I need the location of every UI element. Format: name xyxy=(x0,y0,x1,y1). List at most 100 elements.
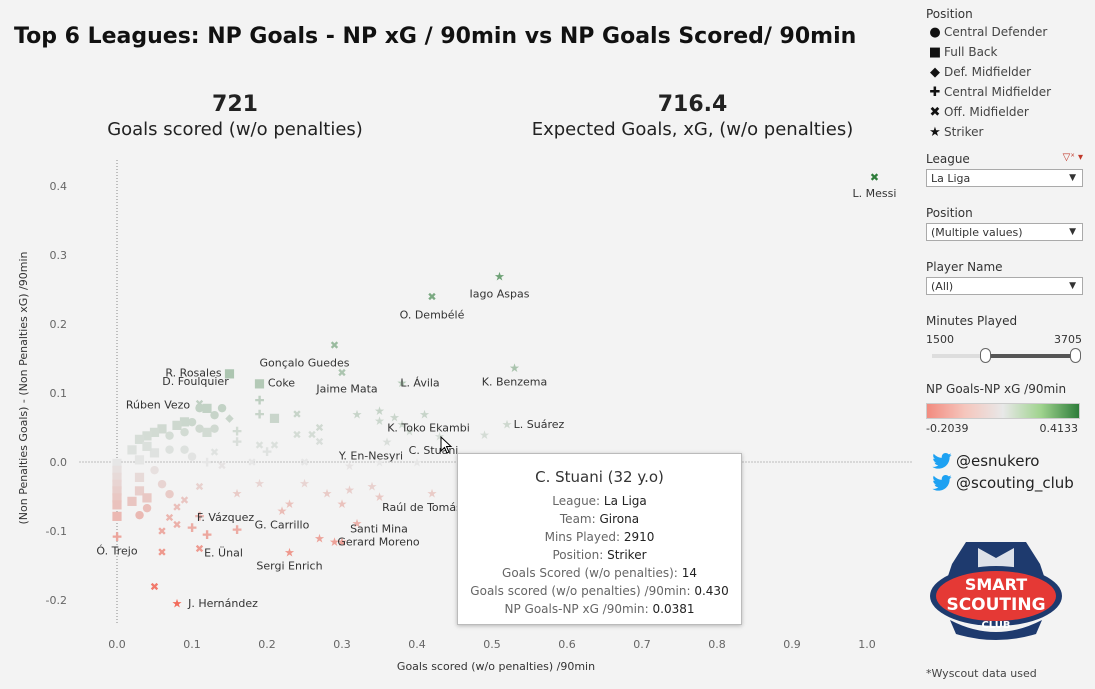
legend-item-full-back[interactable]: ■ Full Back xyxy=(926,42,1051,62)
data-point-star[interactable]: ★ xyxy=(172,596,183,610)
data-point-star[interactable]: ★ xyxy=(382,435,393,449)
data-point-star[interactable]: ★ xyxy=(277,504,288,518)
data-point-star[interactable]: ★ xyxy=(314,531,325,545)
data-point-square[interactable]: ■ xyxy=(201,400,212,414)
data-point-plus[interactable]: ✚ xyxy=(202,528,212,542)
data-point-cross[interactable]: ✖ xyxy=(195,542,204,555)
data-point-plus[interactable]: ✚ xyxy=(254,393,264,407)
data-point-square[interactable]: ■ xyxy=(149,445,160,459)
data-point-star[interactable]: ★ xyxy=(434,429,445,443)
data-point-star[interactable]: ★ xyxy=(232,487,243,501)
data-point-circle[interactable]: ● xyxy=(180,425,190,438)
data-point-cross[interactable]: ✖ xyxy=(270,439,279,452)
data-point-plus[interactable]: ✚ xyxy=(202,456,212,470)
data-point-star[interactable]: ★ xyxy=(322,487,333,501)
position-dropdown[interactable]: (Multiple values) ▼ xyxy=(926,223,1083,241)
legend-item-def-midfielder[interactable]: ◆ Def. Midfielder xyxy=(926,62,1051,82)
data-point-square[interactable]: ■ xyxy=(134,431,145,445)
data-point-star[interactable]: ★ xyxy=(329,535,340,549)
data-point-star[interactable]: ★ xyxy=(299,476,310,490)
data-point-star[interactable]: ★ xyxy=(427,487,438,501)
data-point-square[interactable]: ■ xyxy=(149,425,160,439)
data-point-cross[interactable]: ✖ xyxy=(165,511,174,524)
data-point-plus[interactable]: ✚ xyxy=(194,509,204,523)
minutes-slider[interactable] xyxy=(932,348,1081,363)
data-point-cross[interactable]: ✖ xyxy=(255,439,264,452)
data-point-square[interactable]: ■ xyxy=(111,456,122,470)
data-point-star[interactable]: ★ xyxy=(344,483,355,497)
player-name-dropdown[interactable]: (All) ▼ xyxy=(926,277,1083,295)
data-point-plus[interactable]: ✚ xyxy=(187,521,197,535)
data-point-square[interactable]: ■ xyxy=(156,421,167,435)
data-point-star[interactable]: ★ xyxy=(284,497,295,511)
data-point-star[interactable]: ★ xyxy=(367,480,378,494)
legend-item-central-defender[interactable]: ● Central Defender xyxy=(926,22,1051,42)
data-point-square[interactable]: ■ xyxy=(134,483,145,497)
data-point-cross[interactable]: ✖ xyxy=(292,429,301,442)
data-point-star[interactable]: ★ xyxy=(337,535,348,549)
data-point-circle[interactable]: ● xyxy=(210,422,220,435)
clear-filter-icon[interactable]: ▽ˣ ▾ xyxy=(1062,152,1083,163)
twitter-link[interactable]: @scouting_club xyxy=(932,472,1074,494)
data-point-circle[interactable]: ● xyxy=(180,442,190,455)
data-point-cross[interactable]: ✖ xyxy=(300,456,309,469)
data-point-cross[interactable]: ✖ xyxy=(315,435,324,448)
legend-item-off-midfielder[interactable]: ✖ Off. Midfielder xyxy=(926,102,1051,122)
data-point-square[interactable]: ■ xyxy=(111,476,122,490)
data-point-square[interactable]: ■ xyxy=(126,494,137,508)
data-point-star[interactable]: ★ xyxy=(389,411,400,425)
twitter-link[interactable]: @esnukero xyxy=(932,450,1074,472)
slider-max-handle[interactable] xyxy=(1070,348,1081,363)
data-point-plus[interactable]: ✚ xyxy=(262,445,272,459)
data-point-star[interactable]: ★ xyxy=(502,418,513,432)
data-point-plus[interactable]: ✚ xyxy=(232,435,242,449)
data-point-star[interactable]: ★ xyxy=(404,425,415,439)
data-point-star[interactable]: ★ xyxy=(374,490,385,504)
data-point-circle[interactable]: ● xyxy=(135,508,145,521)
data-point-star[interactable]: ★ xyxy=(509,361,520,375)
data-point-circle[interactable]: ● xyxy=(217,401,227,414)
data-point-star[interactable]: ★ xyxy=(374,456,385,470)
data-point-square[interactable]: ■ xyxy=(134,452,145,466)
data-point-plus[interactable]: ✚ xyxy=(254,407,264,421)
data-point-cross[interactable]: ✖ xyxy=(172,501,181,514)
data-point-circle[interactable]: ● xyxy=(150,463,160,476)
data-point-circle[interactable]: ● xyxy=(165,429,175,442)
data-point-square[interactable]: ■ xyxy=(141,428,152,442)
data-point-square[interactable]: ■ xyxy=(111,497,122,511)
data-point-square[interactable]: ■ xyxy=(111,469,122,483)
data-point-square[interactable]: ■ xyxy=(134,469,145,483)
data-point-cross[interactable]: ✖ xyxy=(307,429,316,442)
data-point-square[interactable]: ■ xyxy=(111,483,122,497)
data-point-star[interactable]: ★ xyxy=(352,516,363,530)
legend-item-striker[interactable]: ★ Striker xyxy=(926,122,1051,142)
data-point-cross[interactable]: ✖ xyxy=(150,580,159,593)
data-point-plus[interactable]: ✚ xyxy=(232,523,242,537)
data-point-cross[interactable]: ✖ xyxy=(315,422,324,435)
data-point-star[interactable]: ★ xyxy=(419,407,430,421)
data-point-square[interactable]: ■ xyxy=(179,414,190,428)
data-point-star[interactable]: ★ xyxy=(254,476,265,490)
data-point-star[interactable]: ★ xyxy=(397,418,408,432)
data-point-circle[interactable]: ● xyxy=(187,449,197,462)
data-point-cross[interactable]: ✖ xyxy=(870,171,879,184)
data-point-circle[interactable]: ● xyxy=(165,442,175,455)
league-dropdown[interactable]: La Liga ▼ xyxy=(926,169,1083,187)
data-point-circle[interactable]: ● xyxy=(210,408,220,421)
data-point-cross[interactable]: ✖ xyxy=(292,408,301,421)
data-point-square[interactable]: ■ xyxy=(171,418,182,432)
data-point-star[interactable]: ★ xyxy=(374,414,385,428)
data-point-circle[interactable]: ● xyxy=(165,487,175,500)
data-point-star[interactable]: ★ xyxy=(397,376,408,390)
data-point-star[interactable]: ★ xyxy=(337,497,348,511)
data-point-square[interactable]: ■ xyxy=(201,425,212,439)
data-point-star[interactable]: ★ xyxy=(479,428,490,442)
data-point-star[interactable]: ★ xyxy=(352,407,363,421)
data-point-circle[interactable]: ● xyxy=(142,501,152,514)
data-point-circle[interactable]: ● xyxy=(195,401,205,414)
legend-item-central-midfielder[interactable]: ✚ Central Midfielder xyxy=(926,82,1051,102)
data-point-cross[interactable]: ✖ xyxy=(427,291,436,304)
data-point-cross[interactable]: ✖ xyxy=(180,494,189,507)
data-point-cross[interactable]: ✖ xyxy=(157,525,166,538)
data-point-square[interactable]: ■ xyxy=(141,438,152,452)
